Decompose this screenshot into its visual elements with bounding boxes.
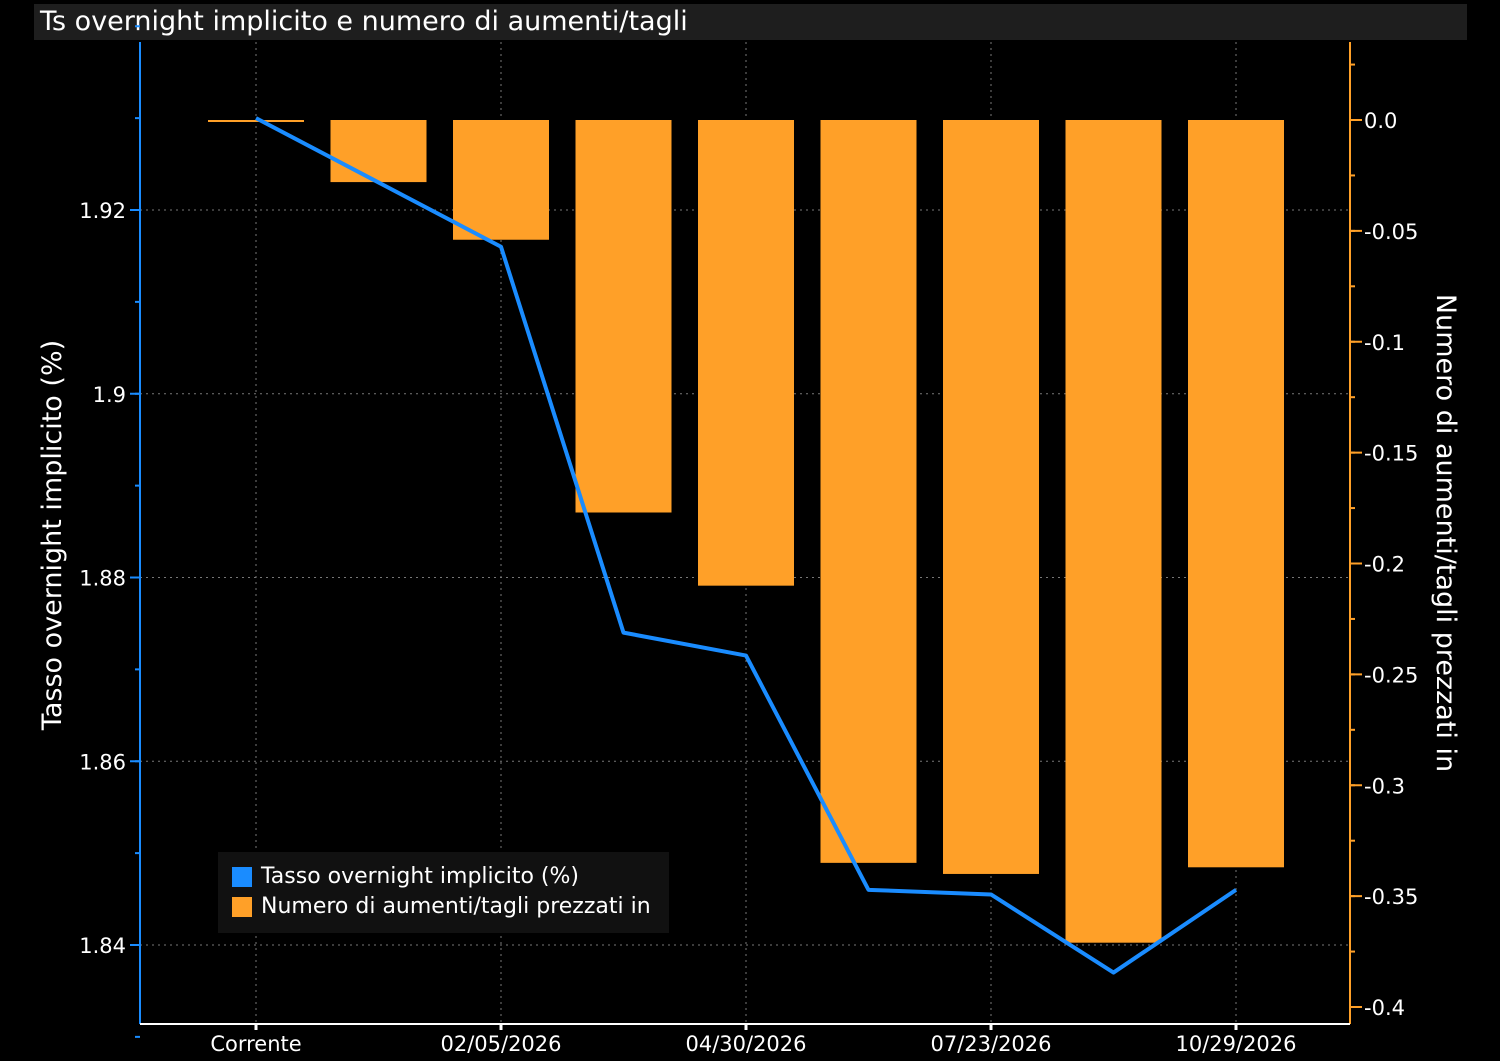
x-tick-label-3: 07/23/2026 — [930, 1032, 1051, 1056]
x-tick-label-0: Corrente — [210, 1032, 301, 1056]
right-tick-label-4: -0.2 — [1364, 553, 1405, 577]
bar-0 — [208, 120, 304, 122]
right-tick-label-5: -0.25 — [1364, 663, 1418, 687]
right-tick-label-6: -0.3 — [1364, 774, 1405, 798]
chart-legend: Tasso overnight implicito (%) Numero di … — [218, 852, 669, 933]
right-tick-label-7: -0.35 — [1364, 885, 1418, 909]
left-tick-label-2: 1.88 — [79, 567, 126, 591]
right-tick-label-8: -0.4 — [1364, 996, 1405, 1020]
right-tick-label-1: -0.05 — [1364, 220, 1418, 244]
bar-7 — [1065, 120, 1162, 943]
right-tick-label-3: -0.15 — [1364, 442, 1418, 466]
legend-swatch-line — [232, 866, 252, 887]
right-tick-label-2: -0.1 — [1364, 331, 1405, 355]
bar-8 — [1188, 120, 1284, 868]
legend-label-line: Tasso overnight implicito (%) — [261, 864, 580, 889]
left-tick-label-0: 1.92 — [79, 199, 126, 223]
legend-swatch-bar — [232, 896, 252, 917]
bar-1 — [330, 120, 427, 183]
x-tick-label-1: 02/05/2026 — [440, 1032, 561, 1056]
bar-4 — [698, 120, 794, 586]
x-tick-label-4: 10/29/2026 — [1175, 1032, 1296, 1056]
chart-title: Ts overnight implicito e numero di aumen… — [40, 6, 688, 37]
left-tick-label-3: 1.86 — [79, 750, 126, 774]
x-tick-label-2: 04/30/2026 — [685, 1032, 806, 1056]
bar-6 — [943, 120, 1039, 874]
legend-item-bar: Numero di aumenti/tagli prezzati in — [232, 894, 651, 919]
bar-3 — [575, 120, 672, 513]
left-tick-label-4: 1.84 — [79, 934, 126, 958]
left-tick-label-1: 1.9 — [93, 383, 126, 407]
right-tick-label-0: 0.0 — [1364, 109, 1397, 133]
left-axis-title: Tasso overnight implicito (%) — [37, 340, 68, 731]
legend-item-line: Tasso overnight implicito (%) — [232, 864, 579, 889]
right-axis-title: Numero di aumenti/tagli prezzati in — [1430, 294, 1461, 772]
bar-5 — [820, 120, 917, 863]
legend-label-bar: Numero di aumenti/tagli prezzati in — [261, 894, 651, 919]
bar-2 — [453, 120, 549, 240]
chart-title-bar: Ts overnight implicito e numero di aumen… — [34, 4, 1467, 40]
